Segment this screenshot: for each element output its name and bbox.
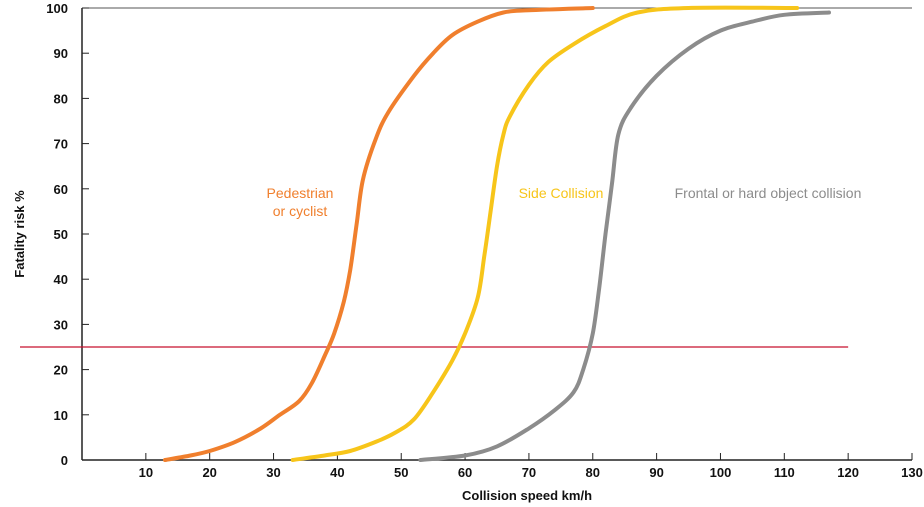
y-tick-label: 90 [54, 46, 68, 61]
y-tick-label: 20 [54, 363, 68, 378]
axes [81, 7, 912, 461]
y-tick-label: 50 [54, 227, 68, 242]
series-labels: Pedestrian or cyclist Side Collision Fronta… [267, 185, 862, 219]
x-tick-label: 80 [586, 465, 600, 480]
y-tick-label: 70 [54, 137, 68, 152]
y-tick-label: 60 [54, 182, 68, 197]
x-tick-label: 110 [774, 465, 795, 480]
x-tick-label: 60 [458, 465, 472, 480]
x-tick-label: 120 [837, 465, 859, 480]
x-tick-label: 30 [266, 465, 280, 480]
x-tick-label: 50 [394, 465, 408, 480]
x-tick-label: 90 [649, 465, 663, 480]
tick-group: 0 10 20 30 40 50 60 70 80 90 100 10 20 30 40 50 60 70 80 90… [46, 1, 923, 480]
y-tick-label: 30 [54, 317, 68, 332]
series-label-2: Frontal or hard object collision [675, 185, 862, 201]
x-tick-label: 130 [901, 465, 923, 480]
series-line-1 [290, 5, 800, 462]
series-label-1: Side Collision [519, 185, 604, 201]
y-tick-label: 0 [61, 453, 68, 468]
x-tick-label: 100 [710, 465, 732, 480]
series-line-2 [418, 10, 831, 462]
x-tick-label: 10 [139, 465, 153, 480]
series-label-0: Pedestrian or cyclist [267, 185, 334, 219]
x-tick-label: 70 [522, 465, 536, 480]
y-tick-label: 40 [54, 272, 68, 287]
series-group [163, 5, 831, 462]
y-tick-label: 100 [46, 1, 68, 16]
x-tick-label: 20 [202, 465, 216, 480]
y-tick-label: 80 [54, 91, 68, 106]
x-tick-label: 40 [330, 465, 344, 480]
series-line-0 [163, 6, 595, 462]
x-axis-title: Collision speed km/h [462, 488, 592, 503]
y-tick-label: 10 [54, 408, 68, 423]
y-axis-title: Fatality risk % [12, 190, 27, 278]
